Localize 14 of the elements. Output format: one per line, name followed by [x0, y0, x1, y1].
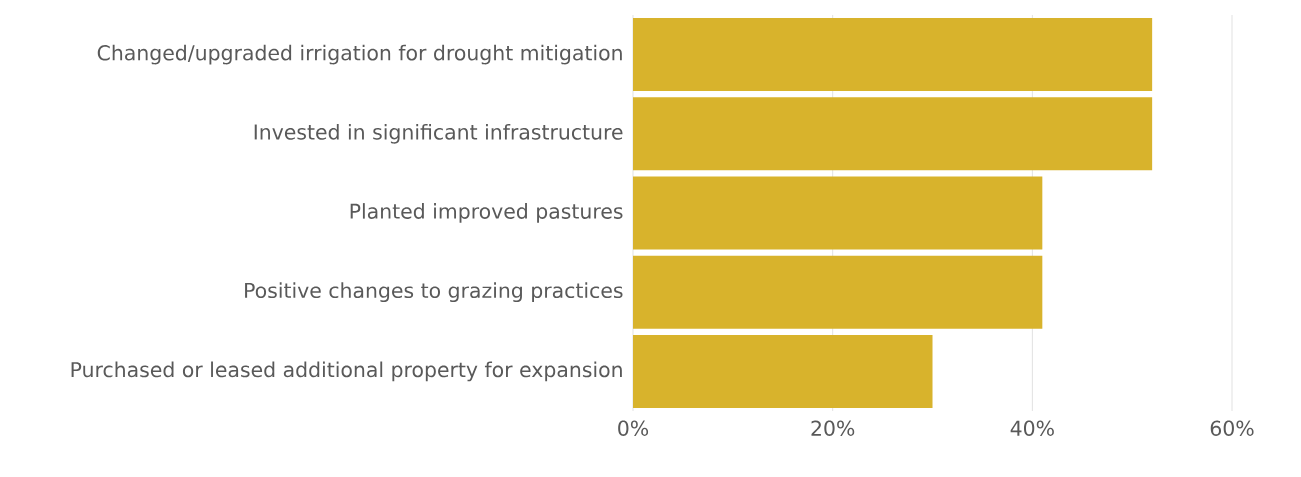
bar [633, 255, 1043, 329]
y-tick-label: Planted improved pastures [350, 203, 623, 223]
bar [633, 18, 1153, 92]
y-tick-label: Positive changes to grazing practices [245, 282, 623, 303]
x-tick-label: 60% [1210, 420, 1254, 436]
x-tick-label: 20% [811, 420, 855, 436]
x-tick-label: 40% [1010, 420, 1054, 436]
y-tick-label: Purchased or leased additional property for expansion [71, 361, 622, 382]
x-tick-label: 0% [618, 420, 649, 436]
y-tick-label: Changed/upgraded irrigation for drought mitigation [97, 44, 622, 65]
y-tick-label: Invested in significant infrastructure [254, 123, 623, 144]
bar [633, 334, 933, 408]
bar [633, 176, 1043, 250]
bar [633, 97, 1153, 171]
